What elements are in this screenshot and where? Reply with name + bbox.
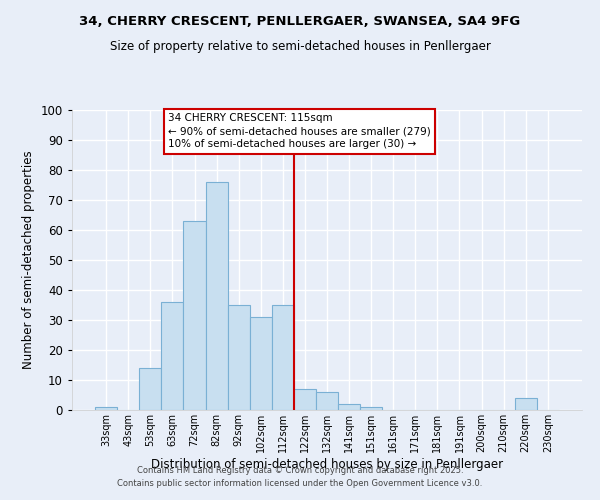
Bar xyxy=(95,407,117,410)
Bar xyxy=(206,182,227,410)
Bar xyxy=(184,221,206,410)
Bar xyxy=(360,407,382,410)
Bar xyxy=(338,404,360,410)
Bar xyxy=(161,302,184,410)
Y-axis label: Number of semi-detached properties: Number of semi-detached properties xyxy=(22,150,35,370)
Bar xyxy=(515,398,537,410)
Bar xyxy=(250,317,272,410)
Text: 34 CHERRY CRESCENT: 115sqm
← 90% of semi-detached houses are smaller (279)
10% o: 34 CHERRY CRESCENT: 115sqm ← 90% of semi… xyxy=(168,113,431,150)
Text: 34, CHERRY CRESCENT, PENLLERGAER, SWANSEA, SA4 9FG: 34, CHERRY CRESCENT, PENLLERGAER, SWANSE… xyxy=(79,15,521,28)
Bar xyxy=(294,389,316,410)
Bar xyxy=(139,368,161,410)
Text: Size of property relative to semi-detached houses in Penllergaer: Size of property relative to semi-detach… xyxy=(110,40,490,53)
Bar xyxy=(316,392,338,410)
X-axis label: Distribution of semi-detached houses by size in Penllergaer: Distribution of semi-detached houses by … xyxy=(151,458,503,470)
Bar xyxy=(272,305,294,410)
Text: Contains HM Land Registry data © Crown copyright and database right 2025.
Contai: Contains HM Land Registry data © Crown c… xyxy=(118,466,482,487)
Bar xyxy=(227,305,250,410)
